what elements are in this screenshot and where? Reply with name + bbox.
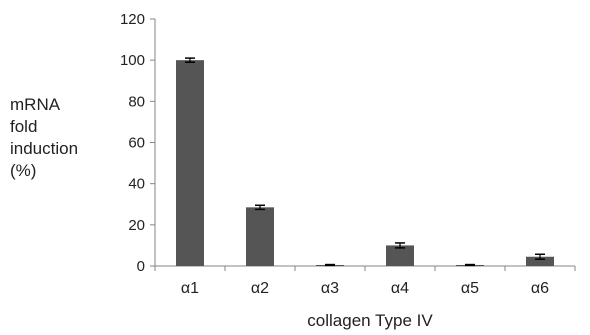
y-tick-label: 120	[120, 11, 145, 28]
x-tick-label: α4	[391, 280, 409, 297]
axes	[154, 19, 575, 267]
y-tick-label: 0	[137, 258, 145, 275]
y-tick-label: 100	[120, 52, 145, 69]
y-axis-ticks: 0 20 40 60 80 100 120	[120, 11, 155, 275]
x-axis-ticks: α1 α2 α3 α4 α5 α6	[154, 266, 576, 297]
error-bar	[465, 263, 475, 267]
bar	[246, 207, 274, 266]
y-tick-label: 40	[128, 176, 145, 193]
y-tick-label: 60	[128, 135, 145, 152]
error-bar	[255, 204, 265, 211]
error-bar	[185, 57, 195, 63]
error-bar	[325, 263, 335, 267]
bar	[526, 256, 554, 266]
bar	[386, 245, 414, 266]
error-bar	[395, 242, 405, 249]
x-tick-label: α3	[321, 280, 339, 297]
x-tick-label: α2	[251, 280, 269, 297]
y-tick-label: 20	[128, 217, 145, 234]
bars	[176, 57, 554, 267]
y-axis-label: mRNA fold induction (%)	[10, 95, 79, 180]
x-axis-label: collagen Type IV	[307, 311, 433, 330]
y-tick-label: 80	[128, 93, 145, 110]
bar	[176, 60, 204, 266]
error-bar	[535, 253, 545, 260]
x-tick-label: α6	[531, 280, 549, 297]
x-tick-label: α5	[461, 280, 479, 297]
x-tick-label: α1	[181, 280, 199, 297]
